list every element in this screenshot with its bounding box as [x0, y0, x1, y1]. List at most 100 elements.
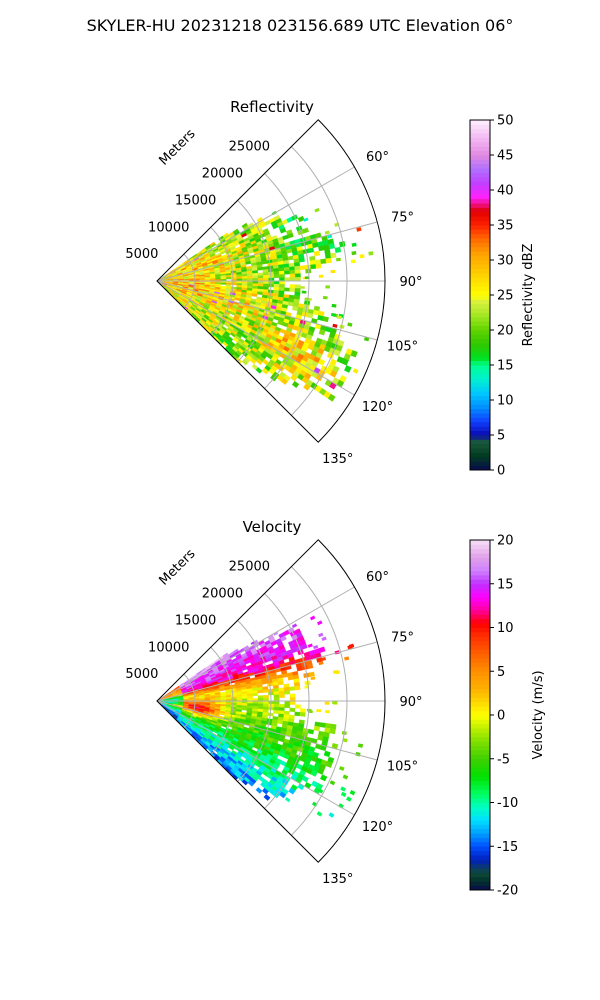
radar-gate [298, 257, 305, 263]
radar-gate [231, 282, 237, 286]
colorbar-tick-label: 10 [497, 394, 514, 409]
radar-gate [289, 693, 296, 698]
radar-gate [231, 696, 237, 700]
radar-gate [316, 811, 323, 817]
radar-gate [247, 693, 253, 697]
colorbar-segment [470, 697, 490, 703]
colorbar-tick-label: 50 [497, 114, 514, 129]
colorbar-segment [470, 203, 490, 208]
colorbar-segment [470, 408, 490, 414]
radar-gate [252, 692, 259, 697]
colorbar-tick-label: 45 [497, 149, 514, 164]
colorbar-segment [470, 793, 490, 799]
velocity-colorbar-label: Velocity (m/s) [531, 670, 546, 759]
radar-gate [236, 276, 243, 280]
colorbar-segment [470, 312, 490, 318]
radar-gate [289, 700, 296, 705]
colorbar-segment [470, 802, 490, 808]
colorbar-segment [470, 885, 490, 891]
colorbar-segment [470, 566, 490, 572]
colorbar-segment [470, 443, 490, 449]
radar-gate [289, 284, 296, 289]
radar-gate [289, 266, 296, 271]
radar-gate [324, 701, 330, 705]
colorbar-segment [470, 785, 490, 790]
colorbar-segment [470, 150, 490, 156]
radar-gate [273, 274, 280, 279]
radar-gate [339, 766, 345, 771]
colorbar-segment [470, 715, 490, 720]
azimuth-tick-label: 120° [362, 820, 393, 835]
radar-gate [315, 263, 322, 269]
colorbar-segment [470, 605, 490, 611]
radar-gate [256, 358, 263, 365]
radar-gate [289, 707, 296, 713]
radar-gate [303, 383, 311, 391]
radar-gate [300, 643, 308, 650]
radar-gate [247, 695, 253, 699]
colorbar-segment [470, 155, 490, 160]
colorbar-segment [470, 828, 490, 834]
colorbar-segment [470, 710, 490, 716]
radar-gate [257, 689, 264, 694]
radar-gate [342, 738, 348, 743]
radar-gate [231, 276, 237, 280]
colorbar-segment [470, 553, 490, 558]
colorbar-segment [470, 750, 490, 755]
colorbar-segment [470, 592, 490, 598]
azimuth-spoke [156, 280, 378, 341]
radar-gate [329, 728, 336, 735]
colorbar-segment [470, 435, 490, 440]
colorbar-segment [470, 631, 490, 637]
radar-gate [320, 774, 328, 782]
colorbar-segment [470, 273, 490, 278]
radar-gate [247, 780, 255, 787]
radar-gate [320, 657, 327, 662]
radar-gate [318, 329, 326, 336]
colorbar-segment [470, 666, 490, 672]
radar-gate [295, 277, 301, 282]
colorbar-segment [470, 741, 490, 747]
radar-gate [317, 620, 323, 626]
colorbar-segment [470, 343, 490, 348]
colorbar-segment [470, 299, 490, 305]
colorbar-segment [470, 684, 490, 690]
radar-gate [333, 669, 339, 674]
colorbar-tick-label: -5 [497, 752, 510, 767]
colorbar-tick-label: 40 [497, 184, 514, 199]
colorbar-segment [470, 211, 490, 217]
radar-gate [279, 274, 285, 278]
colorbar-segment [470, 601, 490, 607]
radar-gate [283, 266, 290, 272]
radar-gate [328, 243, 336, 250]
radar-gate [280, 377, 289, 385]
radar-gate [344, 365, 352, 373]
radar-gate [284, 690, 290, 695]
colorbar-segment [470, 325, 490, 331]
radar-gate [297, 215, 305, 223]
azimuth-tick-label: 60° [366, 150, 389, 165]
radar-gate [279, 280, 285, 285]
colorbar-segment [470, 649, 490, 655]
colorbar-segment [470, 242, 490, 248]
colorbar-segment [470, 815, 490, 821]
colorbar-tick-label: -20 [497, 884, 518, 899]
colorbar-tick-label: 0 [497, 709, 505, 724]
colorbar-segment [470, 330, 490, 335]
radar-gate [289, 686, 296, 691]
colorbar-segment [470, 251, 490, 257]
radar-gate [291, 623, 298, 628]
colorbar-segment [470, 680, 490, 685]
radar-gate [299, 712, 306, 717]
colorbar-segment [470, 264, 490, 270]
radar-gate [357, 743, 364, 748]
radar-gate [332, 323, 338, 328]
radar-gate [299, 265, 306, 270]
radar-gate [325, 710, 330, 714]
colorbar-segment [470, 868, 490, 873]
colorbar-segment [470, 881, 490, 887]
radar-gate [307, 643, 313, 648]
wedge-outline [156, 539, 386, 863]
colorbar-segment [470, 863, 490, 869]
radar-gate [315, 259, 322, 265]
